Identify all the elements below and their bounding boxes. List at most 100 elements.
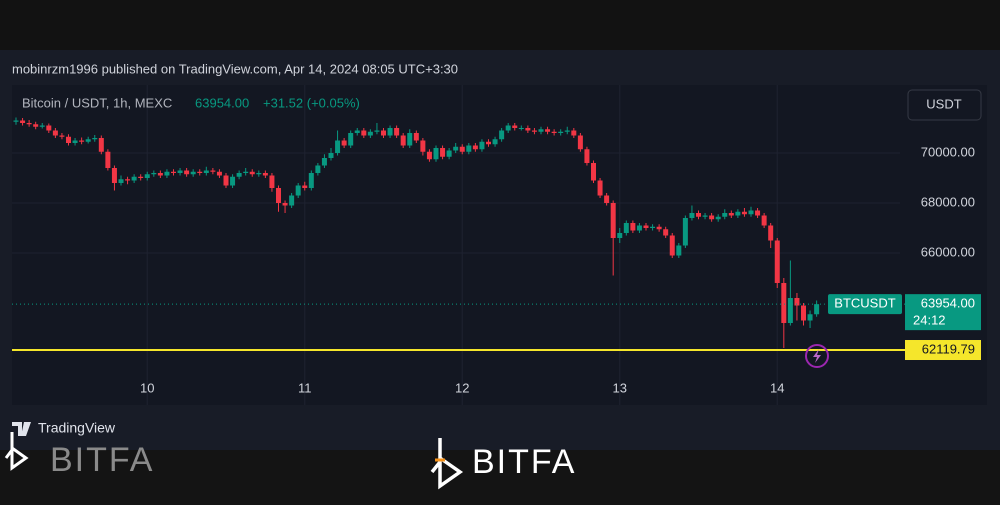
candle-body — [236, 173, 242, 177]
legend-title: Bitcoin / USDT, 1h, MEXC — [22, 95, 172, 110]
price-label: 63954.00 — [921, 296, 975, 311]
candle-body — [295, 185, 301, 196]
candle-body — [446, 150, 452, 157]
candle-body — [525, 128, 531, 131]
candle-body — [676, 245, 682, 256]
hline-tag — [905, 340, 981, 361]
x-tick-label: 12 — [455, 380, 469, 395]
wm-icon — [430, 438, 464, 490]
candle-body — [407, 133, 413, 146]
candle-body — [348, 133, 354, 146]
candle-body — [151, 173, 157, 175]
candle-body — [728, 213, 734, 216]
candle-body — [282, 203, 288, 206]
candle-body — [545, 129, 551, 132]
candle-body — [486, 141, 491, 145]
candle-body — [433, 148, 439, 160]
candle-body — [144, 174, 150, 178]
candle-body — [755, 210, 761, 216]
candle-body — [453, 146, 459, 151]
candle-body — [66, 136, 71, 143]
candle-body — [774, 240, 780, 283]
candle-body — [138, 176, 144, 178]
candle-body — [807, 314, 813, 321]
candle-body — [741, 211, 747, 215]
candle-body — [426, 151, 432, 160]
candle-body — [39, 125, 45, 127]
symbol-tag — [828, 294, 902, 315]
x-tick-label: 11 — [298, 380, 312, 395]
event-icon[interactable] — [805, 344, 829, 368]
candle-body — [125, 179, 131, 181]
candle-body — [696, 213, 701, 217]
price-tag — [905, 294, 981, 331]
candle-body — [722, 213, 728, 217]
candle-body — [636, 225, 642, 231]
candle-body — [538, 129, 544, 132]
candle-body — [715, 216, 721, 220]
candle-body — [190, 171, 196, 175]
candle-body — [571, 130, 577, 136]
candle-body — [13, 120, 19, 122]
y-tick-label: 66000.00 — [921, 244, 975, 259]
candle-body — [748, 210, 754, 215]
candle-body — [801, 305, 806, 321]
candle-body — [656, 226, 662, 230]
currency-button[interactable] — [907, 89, 982, 121]
candle-body — [623, 223, 629, 233]
candle-body — [315, 165, 321, 173]
candle-body — [492, 139, 498, 145]
x-tick-label: 13 — [613, 380, 627, 395]
symbol-label: BTCUSDT — [834, 296, 895, 311]
candle-body — [472, 145, 478, 150]
candle-body — [814, 304, 820, 315]
candle-body — [702, 215, 708, 217]
candle-body — [650, 226, 656, 228]
candle-body — [512, 125, 518, 128]
candle-body — [617, 233, 623, 238]
candle-body — [735, 211, 741, 216]
candle-body — [177, 170, 183, 173]
legend-change: +31.52 (+0.05%) — [263, 95, 360, 110]
plot — [12, 85, 905, 405]
currency-label[interactable]: USDT — [926, 96, 961, 111]
candle-body — [354, 130, 360, 133]
candle-body — [105, 151, 111, 168]
candle-body — [630, 223, 636, 231]
candle-body — [413, 133, 419, 141]
candle-body — [210, 170, 216, 172]
wm-icon-left — [4, 432, 29, 471]
candle-body — [26, 123, 32, 125]
candle-body — [781, 283, 787, 323]
hline-label: 62119.79 — [922, 341, 975, 356]
candle-body — [20, 120, 26, 123]
candle-body — [610, 203, 616, 238]
candle-body — [249, 171, 255, 175]
candle-body — [92, 138, 98, 140]
candle-body — [256, 173, 262, 175]
candle-body — [157, 173, 163, 176]
candle-body — [46, 125, 52, 131]
candle-body — [499, 130, 505, 140]
candle-body — [321, 158, 327, 166]
candle-body — [787, 298, 793, 323]
candle-body — [584, 149, 590, 163]
tv-logo — [12, 422, 31, 436]
candle-body — [85, 139, 91, 142]
candle-body — [243, 171, 249, 173]
candle-body — [794, 298, 800, 306]
candle-body — [689, 213, 695, 218]
candle-body — [269, 175, 275, 188]
candle-body — [118, 179, 124, 183]
candle-body — [604, 195, 610, 203]
candle-body — [230, 176, 236, 186]
candle-body — [98, 138, 104, 152]
candle-body — [591, 163, 596, 181]
candle-body — [111, 168, 117, 183]
event-bolt — [813, 349, 821, 363]
candle-body — [564, 130, 570, 132]
candle-body — [302, 185, 308, 188]
candle-body — [505, 125, 511, 131]
candle-body — [276, 188, 281, 203]
